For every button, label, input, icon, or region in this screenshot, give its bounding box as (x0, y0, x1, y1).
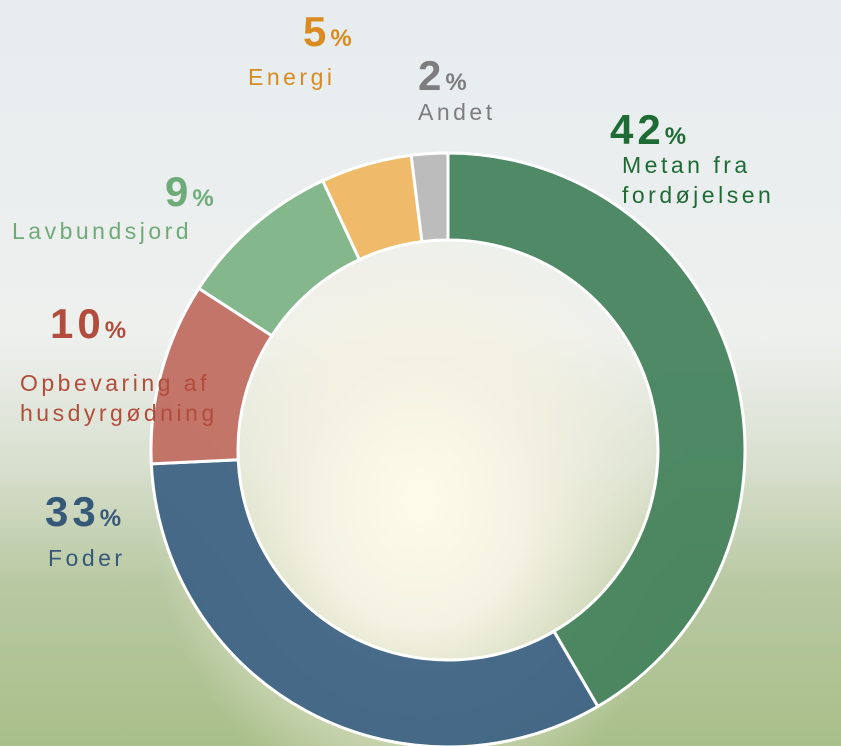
page: 42%Metan fra fordøjelsen 33% Foder 10% Opbev… (0, 0, 841, 746)
value-unit: % (192, 185, 213, 212)
category-label: Opbevaring af husdyrgødning (20, 368, 218, 428)
value-label: 5% (303, 8, 352, 56)
value-label: 2% (418, 52, 467, 100)
donut-slice (151, 460, 598, 746)
category-label: Andet (418, 97, 496, 127)
category-label: Lavbundsjord (12, 216, 192, 246)
donut-slice (448, 153, 745, 706)
value-label: 9% (165, 168, 214, 216)
value-label: 33% (45, 488, 121, 536)
category-label: Foder (48, 543, 126, 573)
value-unit: % (100, 505, 121, 532)
value-unit: % (330, 25, 351, 52)
value-label: 10% (50, 300, 126, 348)
value-unit: % (665, 123, 686, 150)
value-label: 42% (610, 106, 686, 154)
category-label: Energi (248, 62, 335, 92)
value-unit: % (105, 317, 126, 344)
category-label: Metan fra fordøjelsen (622, 150, 774, 210)
value-unit: % (445, 69, 466, 96)
